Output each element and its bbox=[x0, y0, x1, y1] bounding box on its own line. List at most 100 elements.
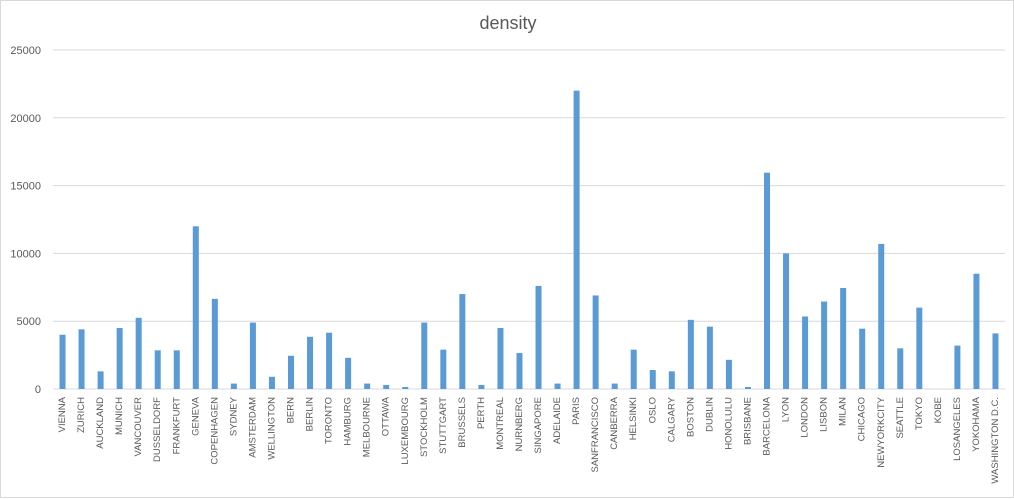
x-tick-label: CHICAGO bbox=[857, 397, 868, 441]
bar bbox=[59, 334, 66, 389]
bar bbox=[706, 326, 713, 389]
bar bbox=[211, 298, 218, 389]
bar bbox=[668, 371, 675, 389]
x-tick-label: BOSTON bbox=[685, 397, 696, 437]
x-tick-label: WELLINGTON bbox=[266, 397, 277, 460]
bar bbox=[725, 359, 732, 389]
x-tick-label: MELBOURNE bbox=[362, 397, 373, 457]
x-tick-label: BERN bbox=[286, 397, 297, 424]
bar bbox=[802, 316, 809, 389]
bar bbox=[307, 336, 314, 389]
x-tick-label: HONOLULU bbox=[723, 397, 734, 450]
bar bbox=[516, 353, 523, 389]
bar bbox=[592, 295, 599, 389]
x-tick-label: AMSTERDAM bbox=[247, 397, 258, 458]
bar bbox=[383, 384, 390, 389]
y-tick-label: 25000 bbox=[10, 45, 41, 57]
bar bbox=[497, 327, 504, 389]
bar bbox=[192, 226, 199, 389]
bar bbox=[859, 328, 866, 389]
bar bbox=[116, 327, 123, 389]
bar bbox=[230, 383, 237, 389]
x-tick-label: TOKYO bbox=[914, 397, 925, 430]
x-tick-label: KOBE bbox=[933, 397, 944, 423]
bar bbox=[840, 287, 847, 389]
x-tick-label: HELSINKI bbox=[628, 397, 639, 440]
x-tick-label: WASHINGTON D.C. bbox=[990, 397, 1001, 484]
bar bbox=[288, 355, 294, 389]
x-tick-label: ADELAIDE bbox=[552, 397, 563, 444]
bar bbox=[973, 273, 980, 389]
bar bbox=[135, 317, 142, 389]
bar bbox=[345, 357, 352, 389]
x-tick-label: HAMBURG bbox=[343, 397, 354, 446]
x-tick-label: PARIS bbox=[571, 397, 582, 425]
x-tick-label: SANFRANCISCO bbox=[590, 397, 601, 472]
bar bbox=[326, 332, 333, 389]
x-tick-label: COPENHAGEN bbox=[209, 397, 220, 465]
bar bbox=[268, 376, 275, 389]
bar bbox=[783, 253, 790, 389]
x-tick-label: YOKOHAMA bbox=[971, 396, 982, 452]
bar bbox=[554, 383, 561, 389]
x-tick-label: DUBLIN bbox=[704, 397, 715, 432]
x-tick-label: FRANKFURT bbox=[171, 397, 182, 455]
bar bbox=[478, 384, 485, 389]
bar bbox=[402, 386, 409, 389]
x-tick-label: BRUSSELS bbox=[457, 397, 468, 448]
x-tick-label: MILAN bbox=[838, 397, 849, 426]
x-tick-label: BARCELONA bbox=[762, 396, 773, 455]
bar bbox=[916, 307, 923, 389]
x-tick-label: SINGAPORE bbox=[533, 397, 544, 454]
bar bbox=[173, 350, 180, 389]
y-tick-label: 5000 bbox=[17, 316, 41, 328]
bar bbox=[154, 350, 161, 389]
bar bbox=[611, 383, 618, 389]
x-tick-label: VIENNA bbox=[57, 396, 68, 432]
y-tick-label: 0 bbox=[35, 384, 41, 396]
x-tick-label: STOCKHOLM bbox=[419, 397, 430, 457]
bar bbox=[992, 333, 999, 389]
bar bbox=[954, 345, 961, 389]
bar bbox=[364, 383, 371, 389]
bar bbox=[421, 322, 428, 389]
bar bbox=[535, 285, 542, 389]
bar bbox=[97, 371, 104, 389]
x-tick-label: DUSSELDORF bbox=[152, 397, 163, 462]
x-tick-label: BERLIN bbox=[305, 397, 316, 431]
x-tick-label: ZURICH bbox=[76, 397, 87, 433]
bar bbox=[440, 349, 447, 389]
x-tick-label: SEATTLE bbox=[895, 397, 906, 439]
chart-title: density bbox=[479, 13, 536, 33]
x-tick-label: VANCOUVER bbox=[133, 397, 144, 457]
x-tick-label: LYON bbox=[781, 397, 792, 422]
bar bbox=[878, 243, 885, 389]
y-tick-label: 10000 bbox=[10, 248, 41, 260]
bar bbox=[459, 294, 466, 389]
x-tick-label: GENEVA bbox=[190, 396, 201, 436]
bar bbox=[630, 349, 637, 389]
x-tick-label: NEWYORKCITY bbox=[876, 396, 887, 467]
bar bbox=[764, 172, 770, 389]
x-tick-label: TORONTO bbox=[324, 397, 335, 444]
x-tick-label: SYDNEY bbox=[228, 396, 239, 436]
x-tick-label: MUNICH bbox=[114, 397, 125, 435]
bar bbox=[744, 386, 751, 389]
x-tick-label: LUXEMBOURG bbox=[400, 397, 411, 465]
x-tick-label: OTTAWA bbox=[381, 396, 392, 436]
bar bbox=[897, 348, 904, 389]
x-tick-label: MONTREAL bbox=[495, 397, 506, 450]
x-tick-label: AUCKLAND bbox=[95, 397, 106, 449]
x-tick-label: CANBERRA bbox=[609, 396, 620, 449]
x-tick-label: CALGARY bbox=[666, 396, 677, 442]
bar bbox=[649, 370, 656, 389]
x-tick-label: LISBON bbox=[819, 397, 830, 432]
x-tick-label: LONDON bbox=[800, 397, 811, 438]
bar bbox=[821, 301, 828, 389]
x-tick-label: PERTH bbox=[476, 397, 487, 429]
bar bbox=[687, 319, 694, 389]
y-tick-label: 15000 bbox=[10, 181, 41, 193]
bar bbox=[573, 90, 580, 390]
